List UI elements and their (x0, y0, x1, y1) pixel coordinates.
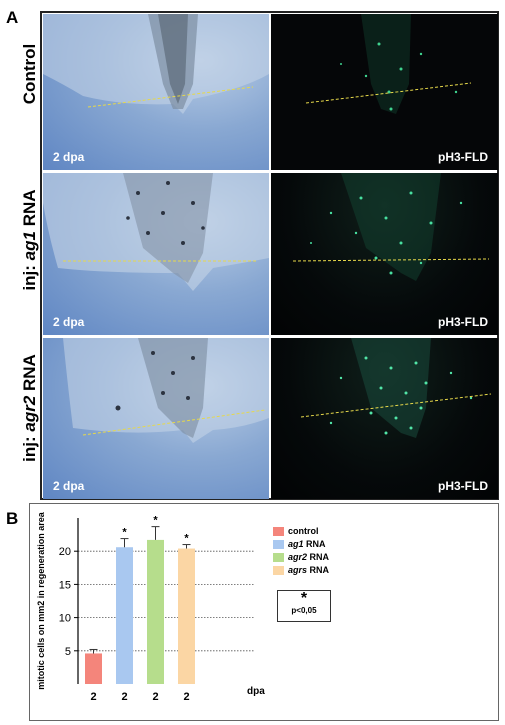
y-axis-label: mitotic cells on mm2 in regeneration are… (36, 511, 46, 690)
legend-item-agrs-text: RNA (307, 565, 330, 575)
row-label-ag1-suffix: RNA (20, 189, 39, 232)
control-fluorescence-image: pH3-FLD (271, 14, 498, 170)
control-fluorescence-caption: pH3-FLD (438, 150, 488, 164)
legend-swatch-ag1 (273, 540, 284, 549)
legend-item-ag1-italic: ag1 (288, 539, 304, 549)
legend-item-control-text: control (288, 526, 319, 536)
ag1-brightfield-caption: 2 dpa (53, 315, 85, 329)
legend-item-ag1: ag1 RNA (288, 539, 326, 549)
x-tick-label-1: 2 (121, 691, 127, 703)
legend-item-agr2: agr2 RNA (288, 552, 329, 562)
significance-marker-3: * (184, 533, 189, 545)
y-tick-label: 5 (65, 646, 71, 658)
legend-item-agr2-text: RNA (307, 552, 330, 562)
agr2-fluorescence-caption: pH3-FLD (438, 479, 488, 493)
agr2-brightfield-image: 2 dpa (43, 338, 269, 499)
bar-2 (147, 539, 164, 684)
significance-star: * (300, 590, 308, 607)
bar-3 (178, 548, 195, 684)
row-label-agr2-prefix: inj: (20, 431, 39, 462)
row-label-ag1-prefix: inj: (20, 260, 39, 291)
legend-item-control: control (288, 526, 319, 536)
panel-b-chart-frame: 5 10 15 20 mitotic cells on mm2 in regenerat… (29, 503, 499, 721)
ag1-brightfield-image: 2 dpa (43, 173, 269, 335)
x-tick-label-2: 2 (152, 691, 158, 703)
bar-1 (116, 547, 133, 684)
bar-0 (85, 653, 102, 684)
significance-box: * p<0,05 (277, 590, 331, 622)
legend-item-ag1-text: RNA (303, 539, 326, 549)
legend-item-agrs: agrs RNA (288, 565, 329, 575)
y-tick-label: 15 (59, 579, 71, 591)
row-label-ag1: inj: ag1 RNA (20, 170, 40, 310)
y-tick-label: 20 (59, 546, 71, 558)
panel-b-letter: B (6, 509, 19, 528)
legend-swatch-agrs (273, 566, 284, 575)
panel-a-letter: A (6, 8, 19, 27)
y-tick-label: 10 (59, 613, 71, 625)
row-label-agr2-suffix: RNA (20, 354, 39, 396)
legend-swatch-control (273, 527, 284, 536)
agr2-brightfield-caption: 2 dpa (53, 479, 85, 493)
ag1-fluorescence-image: pH3-FLD (271, 173, 498, 335)
x-tick-label-0: 2 (90, 691, 96, 703)
panel-a-image-grid: 2 dpa pH3-FLD 2 dpa (40, 11, 499, 500)
significance-p-value: p<0,05 (291, 606, 317, 615)
legend-item-agr2-italic: agr2 (288, 552, 308, 562)
row-label-ag1-gene: ag1 (20, 231, 39, 261)
row-label-agr2: inj: agr2 RNA (20, 333, 40, 483)
ag1-fluorescence-caption: pH3-FLD (438, 315, 488, 329)
significance-marker-2: * (153, 515, 158, 527)
x-tick-label-3: 2 (183, 691, 189, 703)
bar-chart: 5 10 15 20 mitotic cells on mm2 in regenerat… (36, 511, 265, 703)
row-label-control-text: Control (20, 43, 39, 105)
legend-item-agrs-italic: agrs (288, 565, 308, 575)
control-brightfield-caption: 2 dpa (53, 150, 85, 164)
row-label-control: Control (20, 14, 40, 134)
row-label-agr2-gene: agr2 (20, 395, 39, 432)
agr2-fluorescence-image: pH3-FLD (271, 338, 498, 499)
control-brightfield-image: 2 dpa (43, 14, 269, 170)
legend-swatch-agr2 (273, 553, 284, 562)
significance-marker-1: * (122, 527, 127, 539)
x-axis-label: dpa (247, 686, 265, 697)
